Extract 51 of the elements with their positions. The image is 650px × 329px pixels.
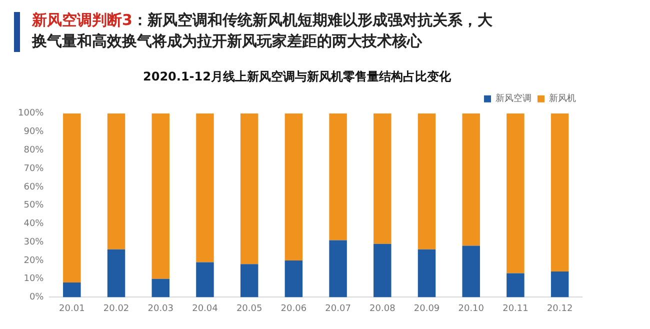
- x-tick-label: 20.11: [502, 304, 528, 314]
- bar: [506, 273, 524, 298]
- x-tick-label: 20.03: [148, 304, 174, 314]
- legend-label: 新风机: [549, 93, 576, 104]
- bar: [196, 113, 214, 262]
- chart-title: 新风空调判断3：新风空调和传统新风机短期难以形成强对抗关系，大换气量和高效换气将成为拉开新风玩家差距的两大技术核心: [32, 10, 494, 52]
- x-tick-label: 20.08: [370, 304, 396, 314]
- bar: [152, 113, 170, 279]
- y-tick-label: 50%: [24, 200, 44, 211]
- x-tick-label: 20.02: [103, 304, 130, 314]
- y-tick-label: 70%: [24, 164, 44, 174]
- y-tick-label: 10%: [24, 274, 44, 284]
- y-tick-label: 60%: [24, 182, 44, 192]
- x-tick-label: 20.01: [59, 304, 85, 314]
- bar: [550, 113, 569, 272]
- bar: [284, 260, 303, 298]
- bar: [240, 113, 258, 264]
- x-tick-label: 20.04: [192, 304, 218, 314]
- x-tick-label: 20.12: [546, 304, 573, 314]
- bar: [374, 113, 392, 244]
- x-tick-label: 20.06: [280, 304, 307, 314]
- bar: [418, 113, 436, 250]
- bar: [462, 113, 480, 246]
- bar: [107, 113, 126, 250]
- bar: [506, 113, 524, 274]
- x-tick-label: 20.09: [414, 304, 440, 314]
- bar: [329, 240, 347, 298]
- bar: [240, 264, 258, 298]
- bar: [374, 244, 392, 298]
- y-tick-label: 40%: [24, 219, 44, 230]
- bar: [107, 249, 126, 298]
- bar: [462, 246, 480, 298]
- x-tick-label: 20.07: [325, 304, 351, 314]
- y-tick-label: 80%: [24, 146, 44, 156]
- y-tick-label: 20%: [24, 256, 44, 266]
- chart-subtitle: 2020.1-12月线上新风空调与新风机零售量结构占比变化: [143, 69, 452, 84]
- bar: [284, 113, 303, 260]
- y-tick-label: 0%: [29, 292, 44, 303]
- y-tick-label: 30%: [24, 237, 44, 248]
- bar: [63, 282, 81, 298]
- bar: [63, 113, 81, 282]
- bar: [152, 278, 170, 298]
- x-tick-label: 20.10: [458, 304, 484, 314]
- y-tick-label: 100%: [18, 108, 44, 119]
- x-tick-label: 20.05: [236, 304, 262, 314]
- legend-label: 新风空调: [496, 93, 532, 104]
- bar: [418, 249, 436, 298]
- bar: [550, 271, 569, 298]
- bar: [196, 262, 214, 298]
- y-tick-label: 90%: [24, 127, 44, 138]
- bar: [329, 113, 347, 240]
